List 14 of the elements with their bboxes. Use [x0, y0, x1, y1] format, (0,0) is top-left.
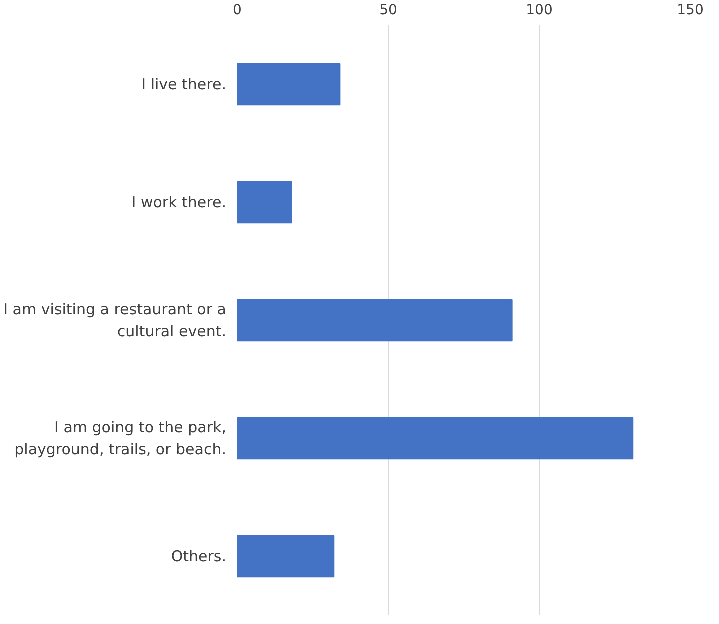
- y-tick-label: I live there.: [142, 76, 227, 94]
- bar: [238, 299, 513, 342]
- bar: [238, 417, 634, 460]
- bar: [238, 181, 292, 224]
- bar: [238, 535, 335, 578]
- x-tick-label: 0: [233, 2, 242, 18]
- y-tick-label: I work there.: [132, 194, 227, 212]
- x-tick-label: 150: [677, 2, 704, 18]
- x-tick-label: 50: [380, 2, 398, 18]
- bar: [238, 63, 341, 106]
- y-tick-label: I am visiting a restaurant or a cultural event.: [4, 300, 227, 340]
- y-tick-label: I am going to the park, playground, trails, or beach.: [14, 418, 227, 458]
- y-tick-label: Others.: [171, 548, 227, 566]
- x-tick-label: 100: [526, 2, 553, 18]
